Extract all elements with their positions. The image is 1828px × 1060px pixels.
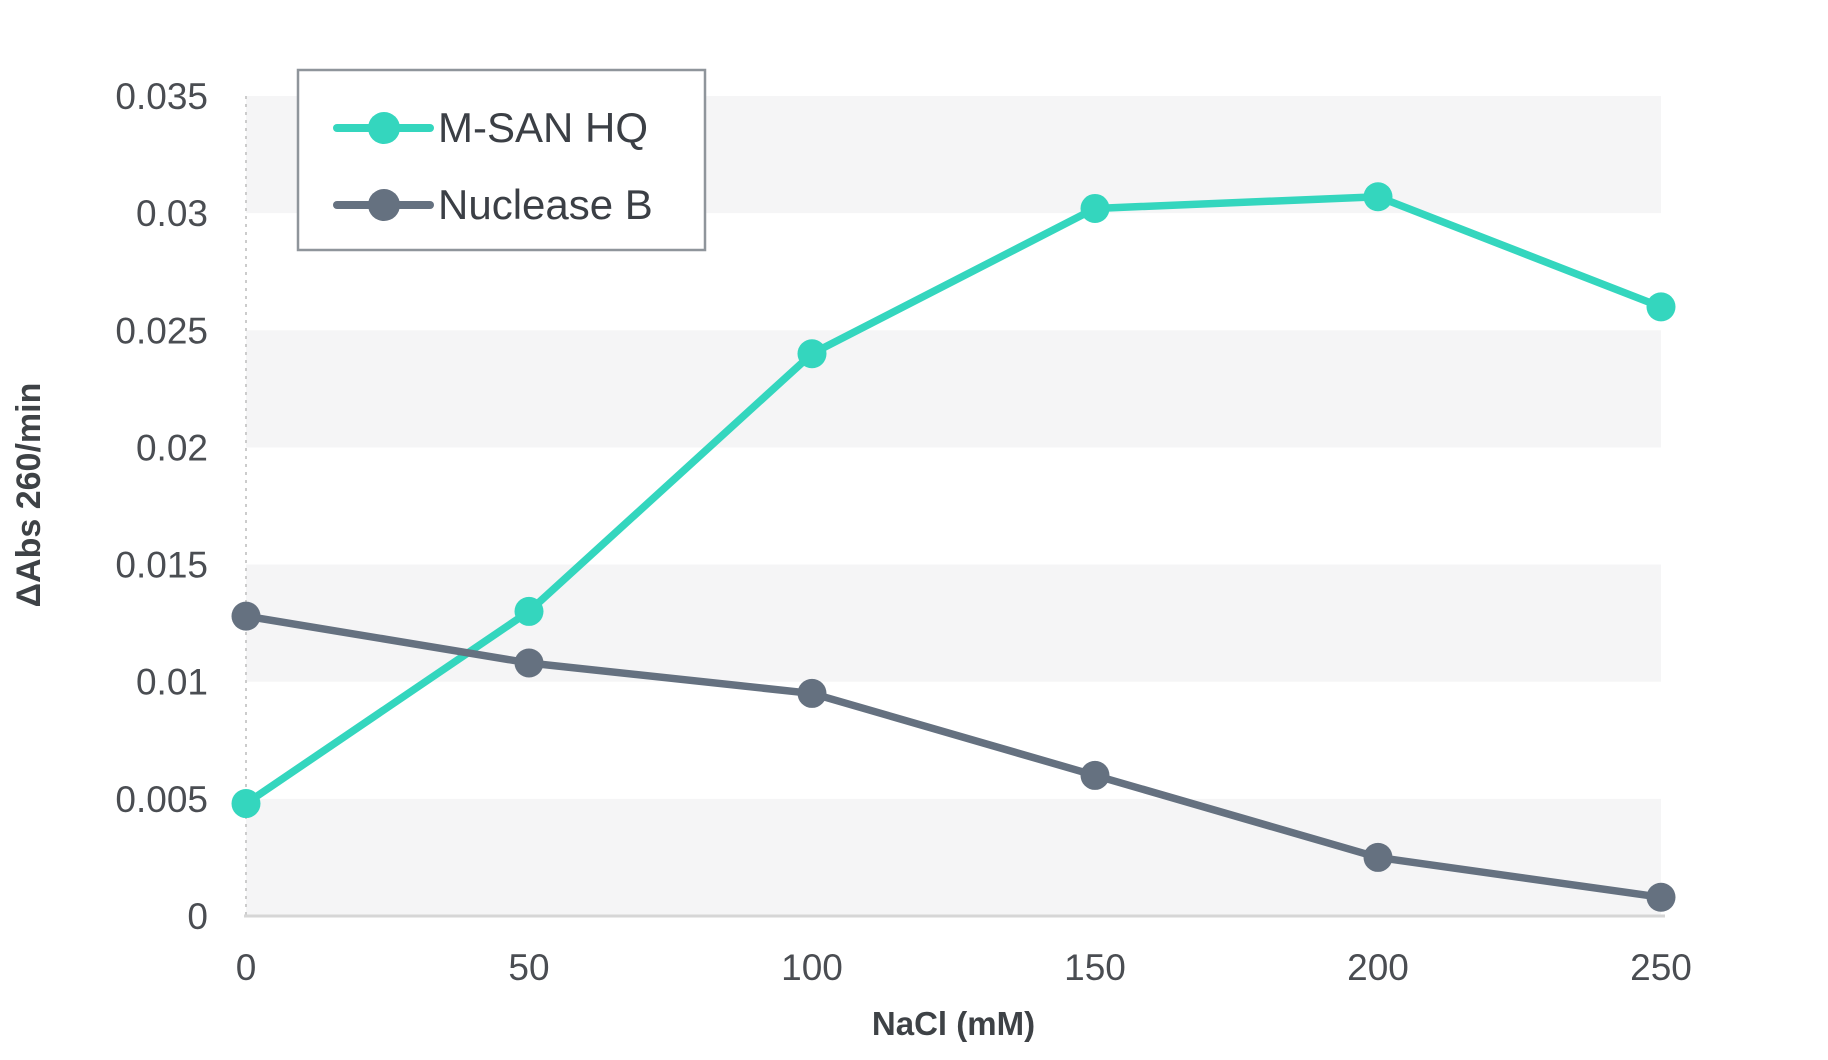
- y-tick-label: 0.035: [115, 76, 208, 117]
- x-tick-label: 50: [508, 947, 549, 988]
- y-tick-label: 0.005: [115, 779, 208, 820]
- legend-label: Nuclease B: [438, 181, 653, 228]
- legend-label: M-SAN HQ: [438, 104, 648, 151]
- y-tick-label: 0.025: [115, 310, 208, 351]
- legend-box: [296, 68, 707, 252]
- legend-swatch-dot: [368, 189, 400, 221]
- x-axis-title: NaCl (mM): [872, 1005, 1035, 1042]
- data-point: [1646, 882, 1676, 912]
- plot-band: [246, 564, 1661, 682]
- data-point: [1646, 292, 1676, 322]
- legend-swatch-dot: [368, 112, 400, 144]
- x-tick-label: 200: [1347, 947, 1409, 988]
- data-point: [797, 339, 827, 369]
- data-point: [1363, 182, 1393, 212]
- data-point: [1363, 842, 1393, 872]
- y-tick-label: 0.015: [115, 545, 208, 586]
- legend: M-SAN HQ Nuclease B: [296, 68, 707, 252]
- plot-band: [246, 798, 1661, 916]
- data-point: [797, 678, 827, 708]
- y-tick-label: 0.03: [136, 193, 208, 234]
- data-point: [231, 789, 261, 819]
- plot-band: [246, 330, 1661, 448]
- data-point: [231, 601, 261, 631]
- legend-item-1: Nuclease B: [333, 181, 653, 228]
- legend-item-0: M-SAN HQ: [333, 104, 648, 151]
- x-tick-label: 0: [236, 947, 257, 988]
- data-point: [1080, 193, 1110, 223]
- x-tick-label: 250: [1630, 947, 1692, 988]
- series-line-1: [242, 612, 1665, 902]
- y-tick-label: 0: [187, 896, 208, 937]
- series-line-0: [242, 192, 1665, 808]
- data-point: [514, 648, 544, 678]
- x-tick-label: 100: [781, 947, 843, 988]
- y-tick-label: 0.02: [136, 427, 208, 468]
- x-tick-label: 150: [1064, 947, 1126, 988]
- data-point: [1080, 760, 1110, 790]
- data-point: [514, 596, 544, 626]
- y-tick-label: 0.01: [136, 662, 208, 703]
- y-axis-title: ΔAbs 260/min: [10, 383, 48, 608]
